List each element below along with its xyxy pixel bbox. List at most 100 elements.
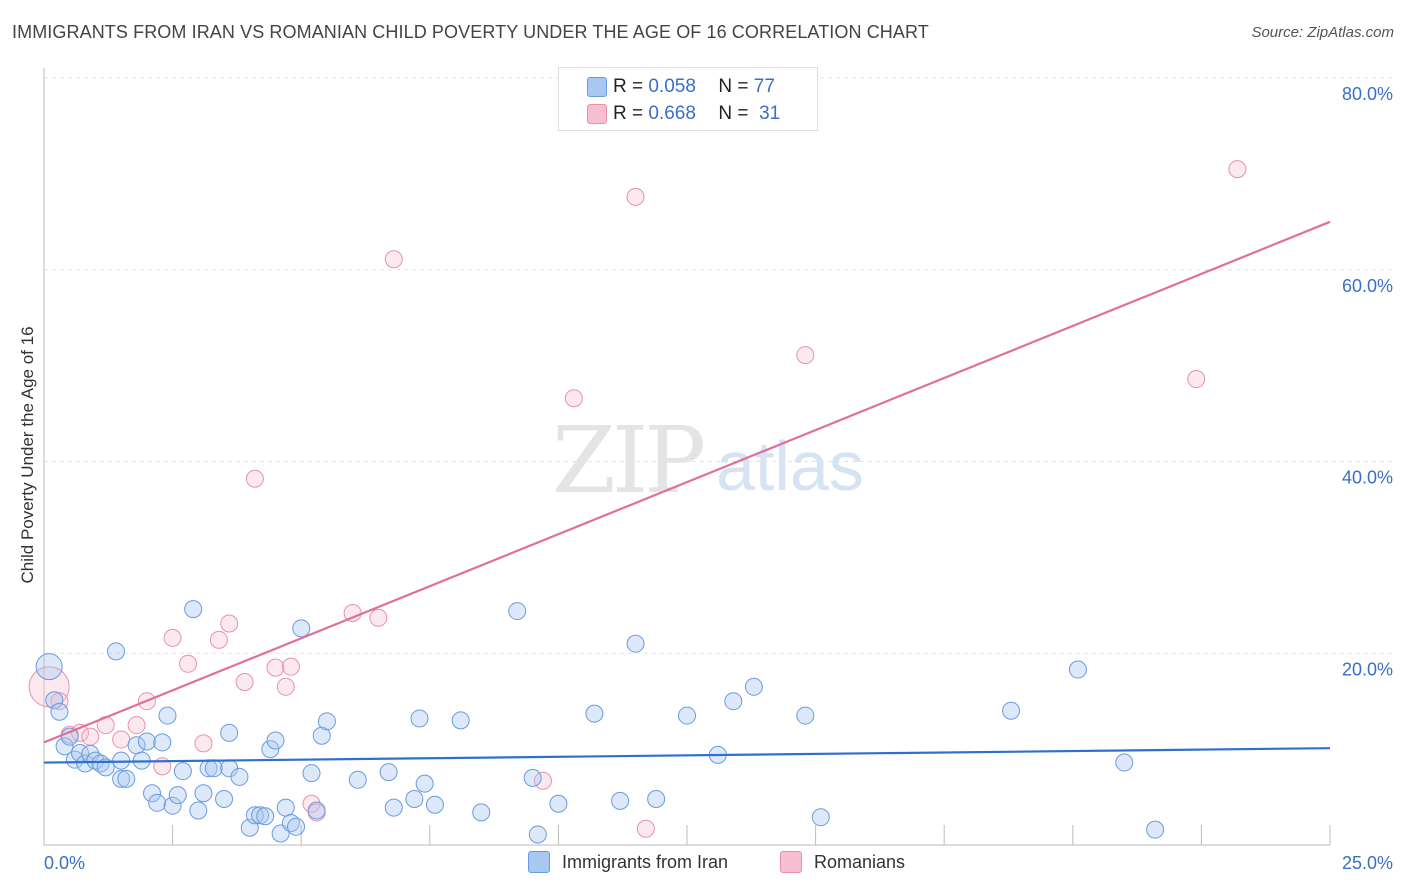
romanians-point bbox=[245, 469, 264, 488]
iran-point bbox=[148, 793, 167, 812]
iran-point bbox=[256, 807, 275, 826]
legend-n-label: N = bbox=[718, 103, 749, 124]
iran-point bbox=[348, 770, 367, 789]
axes bbox=[43, 68, 1331, 846]
grid-lines bbox=[44, 77, 1392, 654]
legend-n-label: N = bbox=[718, 76, 749, 97]
legend-n-value-romanians: 31 bbox=[759, 103, 781, 124]
bottom-legend: Immigrants from Iran Romanians bbox=[0, 851, 1406, 879]
iran-point bbox=[204, 759, 223, 778]
romanians-point bbox=[81, 727, 100, 746]
iran-point bbox=[86, 751, 105, 770]
romanians-point bbox=[163, 628, 182, 647]
romanians-point bbox=[127, 716, 146, 735]
x-tick-label-max: 25.0% bbox=[1342, 853, 1393, 873]
romanians-point bbox=[50, 692, 69, 711]
romanians-trend-line bbox=[43, 220, 1331, 744]
iran-point bbox=[76, 754, 95, 773]
iran-point bbox=[523, 768, 542, 787]
iran-point bbox=[45, 691, 64, 710]
watermark-zip: ZIP bbox=[552, 407, 703, 514]
iran-point bbox=[168, 786, 187, 805]
legend-r-label: R = bbox=[613, 103, 644, 124]
iran-point bbox=[405, 789, 424, 808]
iran-point bbox=[173, 762, 192, 781]
romanians-points bbox=[28, 160, 1247, 838]
iran-point bbox=[261, 740, 280, 759]
iran-point bbox=[112, 769, 131, 788]
iran-point bbox=[472, 803, 491, 822]
iran-point bbox=[302, 764, 321, 783]
iran-point bbox=[312, 726, 331, 745]
iran-point bbox=[724, 692, 743, 711]
legend-swatch-iran bbox=[587, 77, 607, 97]
iran-point bbox=[215, 789, 234, 808]
legend-row-romanians: R = 0.668 N = 31 bbox=[587, 101, 781, 127]
iran-point bbox=[245, 806, 264, 825]
iran-point bbox=[96, 758, 115, 777]
iran-point bbox=[230, 767, 249, 786]
romanians-point bbox=[281, 657, 300, 676]
iran-point bbox=[153, 733, 172, 752]
iran-point bbox=[251, 806, 270, 825]
romanians-point bbox=[276, 677, 295, 696]
iran-point bbox=[143, 784, 162, 803]
legend-swatch-romanians bbox=[587, 104, 607, 124]
iran-point bbox=[744, 677, 763, 696]
iran-points bbox=[35, 600, 1165, 844]
y-tick-label-40: 40.0% bbox=[1342, 468, 1393, 488]
romanians-point bbox=[626, 187, 645, 206]
romanians-point bbox=[369, 608, 388, 627]
iran-point bbox=[425, 795, 444, 814]
iran-point bbox=[549, 794, 568, 813]
iran-point bbox=[1115, 753, 1134, 772]
romanians-point bbox=[235, 673, 254, 692]
iran-point bbox=[276, 798, 295, 817]
romanians-point bbox=[796, 346, 815, 365]
iran-point bbox=[220, 723, 239, 742]
iran-point bbox=[585, 704, 604, 723]
iran-point bbox=[811, 808, 830, 827]
iran-trend-line bbox=[43, 747, 1331, 764]
legend: R = 0.058 N = 77 R = 0.668 N = 31 bbox=[558, 67, 818, 131]
iran-point bbox=[796, 706, 815, 725]
bottom-legend-label-romanians: Romanians bbox=[814, 851, 906, 872]
iran-point bbox=[60, 727, 79, 746]
bottom-legend-label-iran: Immigrants from Iran bbox=[562, 851, 729, 872]
bottom-legend-swatch-iran bbox=[528, 851, 550, 873]
legend-row-iran: R = 0.058 N = 77 bbox=[587, 74, 775, 100]
romanians-point bbox=[533, 771, 552, 790]
iran-point bbox=[508, 602, 527, 621]
trend-lines bbox=[43, 220, 1331, 764]
legend-r-value-iran: 0.058 bbox=[648, 76, 696, 97]
iran-point bbox=[451, 711, 470, 730]
iran-point bbox=[287, 817, 306, 836]
iran-point bbox=[1146, 820, 1165, 839]
romanians-point bbox=[564, 389, 583, 408]
bottom-legend-swatch-romanians bbox=[780, 851, 802, 873]
iran-point bbox=[647, 789, 666, 808]
romanians-point bbox=[266, 658, 285, 677]
romanians-point bbox=[636, 819, 655, 838]
romanians-point bbox=[220, 614, 239, 633]
iran-point bbox=[410, 709, 429, 728]
bottom-legend-item-iran: Immigrants from Iran bbox=[528, 851, 728, 873]
iran-point bbox=[107, 642, 126, 661]
legend-n-value-iran: 77 bbox=[753, 76, 775, 97]
iran-point bbox=[528, 825, 547, 844]
iran-point bbox=[307, 801, 326, 820]
y-tick-label-20: 20.0% bbox=[1342, 659, 1393, 679]
iran-point bbox=[137, 732, 156, 751]
iran-point bbox=[189, 801, 208, 820]
chart-title: IMMIGRANTS FROM IRAN VS ROMANIAN CHILD P… bbox=[12, 22, 929, 42]
iran-point bbox=[55, 737, 74, 756]
iran-point bbox=[292, 619, 311, 638]
iran-point bbox=[1002, 701, 1021, 720]
iran-point bbox=[611, 791, 630, 810]
watermark-atlas: atlas bbox=[716, 427, 864, 505]
x-tick-label-min: 0.0% bbox=[44, 853, 85, 873]
y-tick-label-80: 80.0% bbox=[1342, 84, 1393, 104]
legend-r-label: R = bbox=[613, 76, 644, 97]
iran-point bbox=[678, 706, 696, 725]
